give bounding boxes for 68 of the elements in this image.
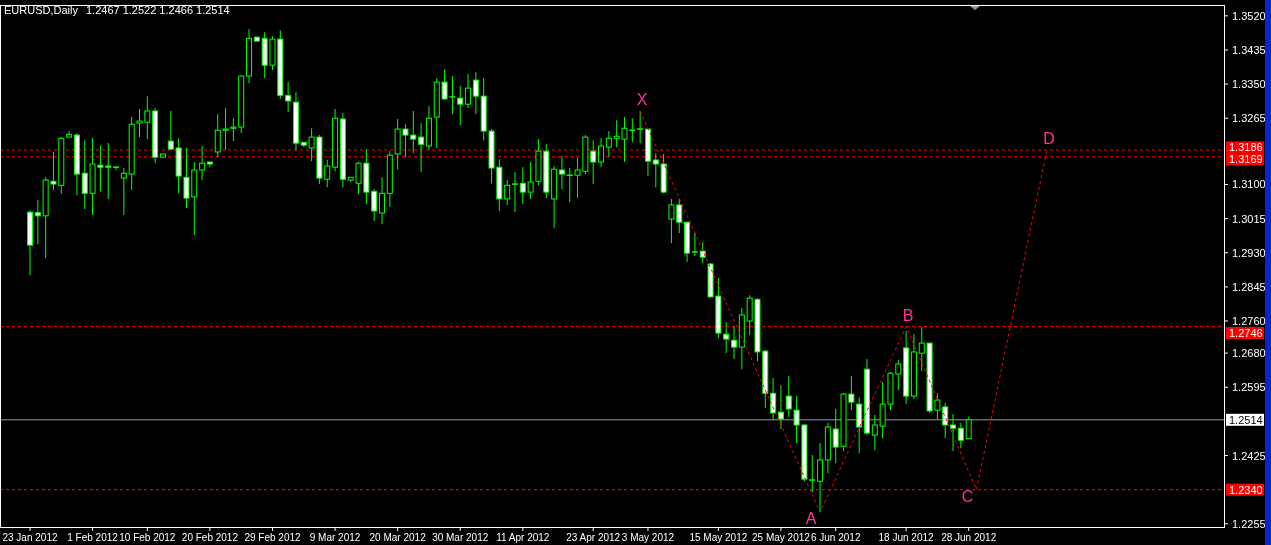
x-tick-label: 6 Jun 2012: [810, 532, 861, 543]
ref-line-label: 1.2746: [1229, 327, 1263, 340]
x-tick-label: 20 Mar 2012: [369, 532, 427, 543]
y-tick-label: 1.3100: [1232, 178, 1266, 191]
candlestick: [598, 137, 605, 168]
candlestick: [558, 155, 565, 190]
candlestick: [605, 130, 612, 158]
x-tick-label: 20 Feb 2012: [181, 532, 239, 543]
y-tick-label: 1.3520: [1232, 9, 1266, 22]
x-tick-label: 18 Jun 2012: [878, 532, 935, 543]
candlestick: [770, 377, 777, 421]
ref-line-label: 1.2340: [1229, 483, 1263, 496]
candlestick: [817, 442, 824, 513]
candlestick: [199, 145, 206, 181]
chart-title: EURUSD,Daily: [4, 4, 79, 16]
candlestick: [112, 165, 120, 171]
y-tick-label: 1.2680: [1232, 347, 1266, 360]
candlestick: [856, 396, 863, 454]
x-tick-label: 23 Jan 2012: [2, 532, 58, 543]
y-tick-label: 1.2255: [1232, 517, 1266, 530]
y-tick-label: 1.2930: [1232, 246, 1266, 259]
ref-line-label: 1.2514: [1229, 413, 1263, 426]
x-tick-label: 29 Feb 2012: [244, 532, 301, 543]
candlestick: [418, 122, 425, 173]
x-tick-label: 15 May 2012: [689, 532, 748, 543]
candlestick: [950, 413, 957, 452]
data-label: D: [1043, 129, 1055, 147]
data-label: X: [636, 91, 648, 109]
data-label: B: [902, 306, 914, 324]
x-tick-label: 23 Apr 2012: [566, 532, 621, 543]
x-tick-label: 10 Feb 2012: [119, 532, 176, 543]
candlestick: [504, 179, 511, 206]
candlestick: [699, 241, 706, 264]
candlestick: [785, 375, 792, 418]
chart-subtitle: 1.2467 1.2522 1.2466 1.2514: [85, 4, 230, 16]
data-label: A: [805, 510, 817, 528]
x-tick-label: 1 Feb 2012: [67, 532, 119, 543]
candlestick: [457, 85, 464, 126]
candlestick: [66, 130, 73, 138]
candlestick: [691, 232, 699, 257]
candlestick: [472, 71, 479, 115]
ref-line-label: 1.3169: [1229, 153, 1263, 166]
y-tick-label: 1.3265: [1232, 112, 1266, 125]
y-tick-label: 1.3015: [1232, 212, 1266, 225]
candlestick: [285, 81, 292, 113]
candlestick: [379, 176, 386, 225]
data-label: C: [961, 487, 974, 505]
x-tick-label: 30 Mar 2012: [432, 532, 489, 543]
x-tick-label: 28 Jun 2012: [941, 532, 997, 543]
candlestick: [636, 110, 644, 144]
y-tick-label: 1.2425: [1232, 449, 1266, 462]
candlestick: [777, 384, 784, 430]
candlestick: [723, 321, 730, 354]
y-tick-label: 1.3350: [1232, 78, 1266, 91]
ref-line-label: 1.3186: [1229, 141, 1263, 154]
candlestick: [957, 422, 964, 449]
x-tick-label: 11 Apr 2012: [496, 532, 550, 543]
y-tick-label: 1.3435: [1232, 43, 1266, 56]
y-tick-label: 1.2845: [1232, 280, 1266, 293]
x-tick-label: 3 May 2012: [621, 532, 675, 543]
candlestick: [120, 167, 127, 216]
y-tick-label: 1.2595: [1232, 381, 1266, 394]
x-tick-label: 25 May 2012: [752, 532, 811, 543]
candlestick: [511, 171, 519, 213]
x-tick-label: 9 Mar 2012: [309, 532, 361, 543]
candlestick: [731, 325, 738, 360]
y-tick-label: 1.2760: [1232, 315, 1266, 328]
candlestick: [465, 73, 472, 109]
